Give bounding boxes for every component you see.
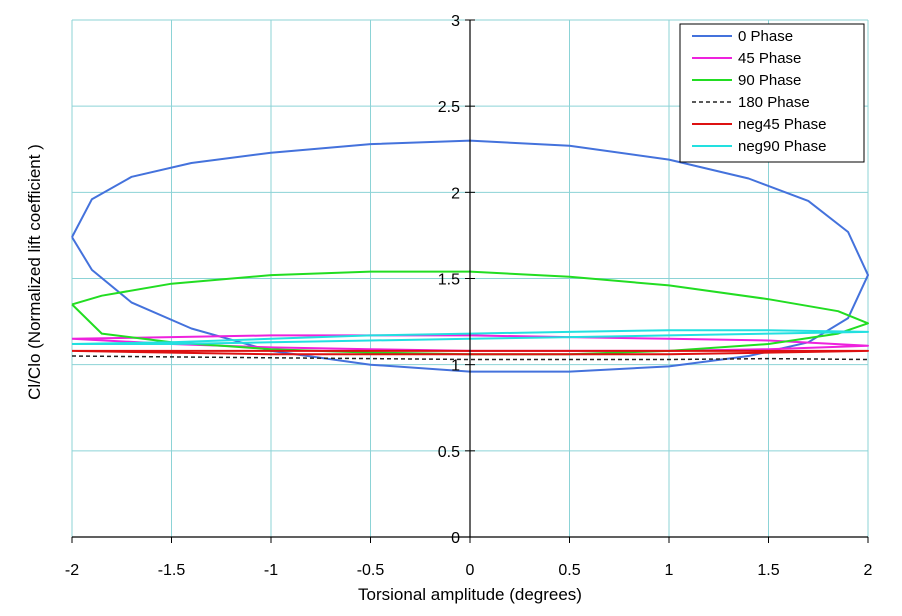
x-tick-label: -2 — [65, 562, 79, 579]
legend-label: 0 Phase — [738, 28, 793, 45]
series-line-neg45-phase — [71, 349, 869, 356]
x-tick-label: 2 — [864, 562, 873, 579]
x-tick-label: 0.5 — [558, 562, 580, 579]
legend-label: neg45 Phase — [738, 116, 826, 133]
legend-box — [679, 23, 865, 163]
x-tick-label: -0.5 — [357, 562, 385, 579]
y-tick-label: 2.5 — [438, 99, 460, 116]
series-layer — [71, 139, 869, 373]
legend-label: 180 Phase — [738, 94, 810, 111]
y-tick-label: 0.5 — [438, 444, 460, 461]
tick-labels: -2 -1.5 -1 -0.5 0 0.5 1 1.5 2 0 0.5 1 1.5 2 2.5 3 — [65, 13, 873, 579]
x-tick-label: -1.5 — [158, 562, 186, 579]
legend-label: 90 Phase — [738, 72, 801, 89]
legend: 0 Phase 45 Phase 90 Phase 180 Phase neg45 Ph… — [679, 23, 865, 163]
series-line-45-phase — [71, 334, 869, 352]
x-tick-label: -1 — [264, 562, 278, 579]
axes — [71, 19, 869, 543]
x-axis-title: Torsional amplitude (degrees) — [358, 585, 582, 604]
legend-label: neg90 Phase — [738, 138, 826, 155]
x-tick-label: 1.5 — [757, 562, 779, 579]
x-tick-label: 1 — [665, 562, 674, 579]
y-tick-label: 0 — [451, 530, 460, 547]
y-tick-label: 2 — [451, 185, 460, 202]
y-axis-title: Cl/Clo (Normalized lift coefficient ) — [25, 144, 44, 400]
y-tick-label: 1.5 — [438, 272, 460, 289]
y-tick-label: 1 — [451, 358, 460, 375]
y-tick-label: 3 — [451, 13, 460, 30]
series-line-neg90-phase — [71, 329, 869, 345]
x-tick-label: 0 — [466, 562, 475, 579]
legend-label: 45 Phase — [738, 50, 801, 67]
